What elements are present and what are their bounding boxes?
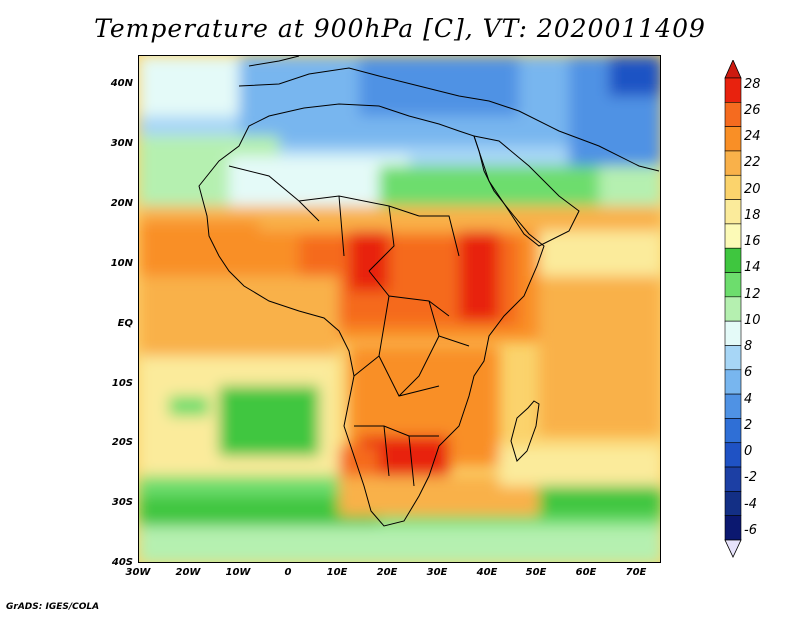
colorbar-box — [724, 345, 742, 371]
cb-label-14: 14 — [744, 260, 761, 275]
lat-label-40s: 40S — [111, 557, 133, 568]
cb-label-m6: -6 — [744, 523, 757, 538]
map-field — [139, 56, 660, 562]
map-title: Temperature at 900hPa [C], VT: 202001140… — [94, 14, 706, 43]
colorbar-box — [724, 77, 742, 103]
colorbar-box — [724, 223, 742, 249]
cb-label-16: 16 — [744, 234, 761, 249]
colorbar-box — [724, 466, 742, 492]
cb-label-24: 24 — [744, 129, 761, 144]
cb-label-m4: -4 — [744, 497, 757, 512]
colorbar-box — [724, 393, 742, 419]
lon-label-40e: 40E — [476, 567, 498, 578]
cb-label-6: 6 — [744, 365, 753, 380]
lon-label-70e: 70E — [625, 567, 647, 578]
lon-label-60e: 60E — [575, 567, 597, 578]
lat-label-30s: 30S — [111, 497, 133, 508]
cb-label-0: 0 — [744, 444, 753, 459]
footer-credit: GrADS: IGES/COLA — [6, 602, 100, 612]
colorbar-box — [724, 199, 742, 225]
lat-label-10s: 10S — [111, 378, 133, 389]
colorbar-over-triangle — [724, 60, 742, 79]
colorbar-box — [724, 442, 742, 468]
cb-label-4: 4 — [744, 392, 753, 407]
coastlines — [198, 56, 660, 527]
colorbar-under-triangle — [724, 539, 742, 558]
colorbar-box — [724, 369, 742, 395]
colorbar-box — [724, 296, 742, 322]
cb-label-26: 26 — [744, 103, 761, 118]
colorbar-box — [724, 150, 742, 176]
colorbar-boxes — [724, 77, 742, 541]
colorbar-box — [724, 320, 742, 346]
lon-label-20w: 20W — [175, 567, 201, 578]
cb-label-m2: -2 — [744, 470, 757, 485]
lat-label-20s: 20S — [111, 437, 133, 448]
cb-label-2: 2 — [744, 418, 753, 433]
colorbar — [724, 60, 742, 558]
lon-label-10w: 10W — [225, 567, 251, 578]
cb-label-8: 8 — [744, 339, 753, 354]
colorbar-box — [724, 515, 742, 541]
lon-label-10e: 10E — [326, 567, 348, 578]
lat-label-40n: 40N — [110, 78, 133, 89]
colorbar-box — [724, 126, 742, 152]
colorbar-box — [724, 272, 742, 298]
cb-label-18: 18 — [744, 208, 761, 223]
lon-label-50e: 50E — [525, 567, 547, 578]
colorbar-box — [724, 418, 742, 444]
field-layers — [139, 56, 660, 562]
cb-label-12: 12 — [744, 287, 761, 302]
colorbar-box — [724, 247, 742, 273]
lat-label-10n: 10N — [110, 258, 133, 269]
lat-label-eq: EQ — [117, 318, 133, 329]
cb-label-10: 10 — [744, 313, 761, 328]
colorbar-box — [724, 491, 742, 516]
colorbar-box — [724, 174, 742, 200]
colorbar-box — [724, 102, 742, 127]
lon-label-0: 0 — [284, 567, 292, 578]
cb-label-20: 20 — [744, 182, 761, 197]
lat-label-30n: 30N — [110, 138, 133, 149]
cb-label-28: 28 — [744, 77, 761, 92]
lon-label-20e: 20E — [376, 567, 398, 578]
cb-label-22: 22 — [744, 155, 761, 170]
temperature-map — [138, 55, 661, 563]
lon-label-30e: 30E — [426, 567, 448, 578]
lon-label-30w: 30W — [125, 567, 151, 578]
lat-label-20n: 20N — [110, 198, 133, 209]
